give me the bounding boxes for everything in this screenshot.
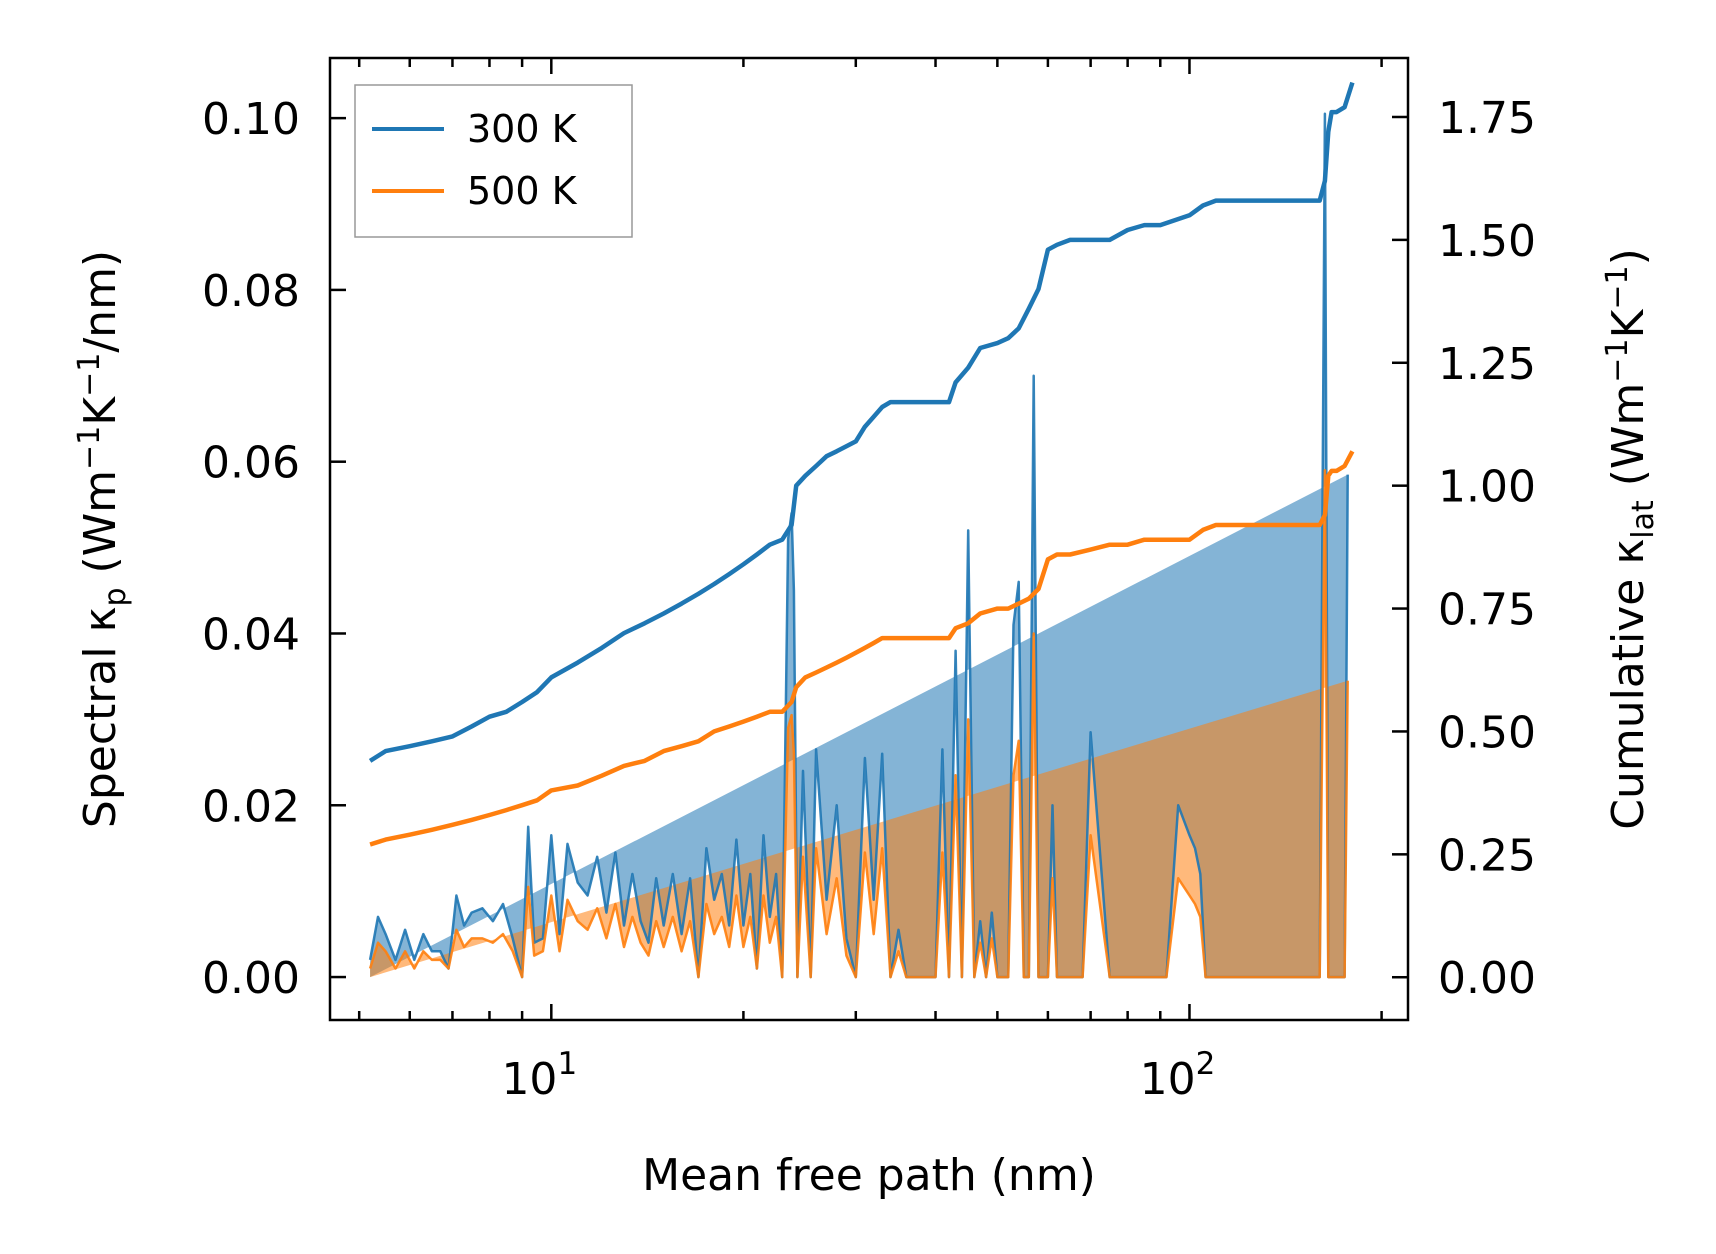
- axis-ticks: [330, 58, 1408, 1020]
- y-right-axis-title: Cumulative κlat (Wm−1K−1): [1600, 248, 1661, 830]
- y-left-tick-label: 0.10: [202, 94, 300, 145]
- y-left-tick-label: 0.00: [202, 953, 300, 1004]
- spectral-line-300k: [368, 112, 1349, 979]
- spectral-area-500k: [370, 470, 1348, 978]
- spectral-fills: [370, 113, 1348, 978]
- cumulative-lines: [368, 81, 1355, 847]
- y-left-title-sup1: −1: [72, 426, 107, 470]
- y-right-tick-label: 0.00: [1438, 953, 1536, 1004]
- cumulative-line-300k: [368, 81, 1355, 763]
- plot-frame: [328, 56, 1410, 1022]
- x-tick-label: 101: [501, 1046, 577, 1105]
- cumulative-line-500k: [369, 450, 1355, 847]
- y-right-title-sup1: −1: [1600, 338, 1635, 382]
- y-left-tick-label: 0.02: [202, 781, 300, 832]
- y-left-title-unit-open: (Wm: [75, 470, 126, 588]
- tick-labels: 101 102 0.00 0.02 0.04 0.06 0.08 0.10 0.00 0.25 0.…: [202, 93, 1536, 1105]
- y-left-tick-label: 0.06: [202, 438, 300, 489]
- y-right-title-main: Cumulative κ: [1603, 539, 1654, 830]
- y-right-tick-label: 0.25: [1438, 830, 1536, 881]
- y-right-tick-label: 0.50: [1438, 707, 1536, 758]
- y-right-tick-label: 1.50: [1438, 216, 1536, 267]
- legend-box: [354, 84, 633, 238]
- y-right-tick-label: 1.25: [1438, 339, 1536, 390]
- y-right-tick-label: 1.00: [1438, 462, 1536, 513]
- y-left-tick-label: 0.04: [202, 609, 300, 660]
- y-left-title-main: Spectral κ: [75, 607, 126, 829]
- spectral-line-500k: [368, 469, 1349, 979]
- y-left-title-sup2: −1: [72, 353, 107, 397]
- y-right-title-unit-open: (Wm: [1603, 383, 1654, 501]
- spectral-lines: [368, 112, 1349, 979]
- x-tick-label: 102: [1140, 1046, 1216, 1105]
- legend-label-300k: 300 K: [467, 107, 578, 151]
- y-left-axis-title: Spectral κp (Wm−1K−1/nm): [72, 250, 133, 828]
- y-right-title-sup2: −1: [1600, 265, 1635, 309]
- legend: 300 K 500 K: [354, 84, 633, 238]
- y-right-title-unit-close: ): [1603, 248, 1654, 265]
- y-left-title-unit-close: /nm): [75, 250, 126, 353]
- y-right-title-mid: K: [1603, 308, 1654, 338]
- y-right-tick-label: 1.75: [1438, 93, 1536, 144]
- y-left-tick-label: 0.08: [202, 266, 300, 317]
- y-right-title-sub: lat: [1626, 500, 1661, 539]
- y-left-title-sub: p: [98, 587, 133, 606]
- legend-label-500k: 500 K: [467, 169, 578, 213]
- y-left-title-mid: K: [75, 396, 126, 426]
- y-right-tick-label: 0.75: [1438, 585, 1536, 636]
- x-axis-title: Mean free path (nm): [642, 1150, 1096, 1201]
